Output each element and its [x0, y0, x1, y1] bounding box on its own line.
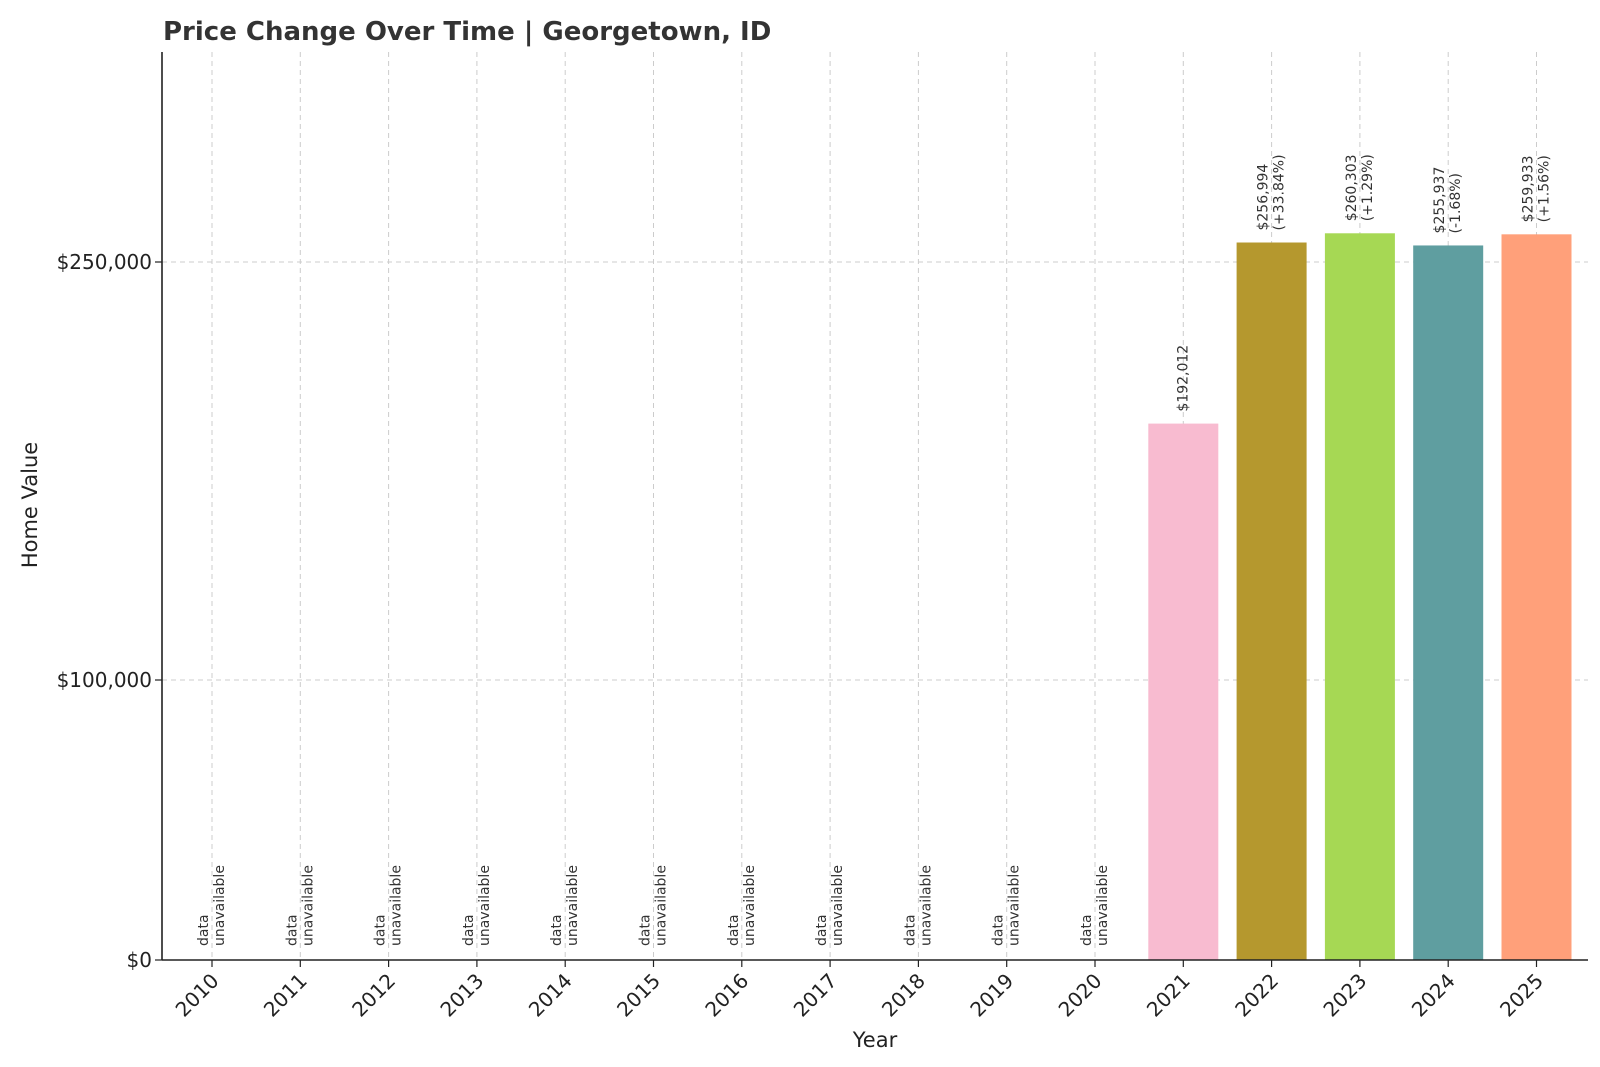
bar-value-label: unavailable [654, 865, 670, 946]
bar-value-label: data [638, 914, 654, 946]
bar-2024 [1413, 245, 1484, 960]
y-axis-title: Home Value [18, 442, 42, 568]
bar-value-label: unavailable [918, 865, 934, 946]
chart-title: Price Change Over Time | Georgetown, ID [163, 17, 771, 47]
bar-value-label: (+33.84%) [1272, 154, 1288, 230]
bar-2023 [1324, 233, 1395, 961]
bar-value-label: $255,937 [1432, 167, 1448, 234]
bar-value-label: data [902, 914, 918, 946]
bar-value-label: (-1.68%) [1448, 173, 1464, 233]
y-tick-label: $0 [127, 948, 152, 972]
y-tick-label: $250,000 [57, 250, 152, 274]
x-axis-title: Year [852, 1028, 898, 1052]
x-tick-label: 2011 [259, 969, 312, 1022]
bar-value-label: data [196, 914, 212, 946]
x-tick-label: 2023 [1318, 969, 1371, 1022]
bar-value-label: data [991, 914, 1007, 946]
bar-2021 [1148, 423, 1219, 960]
x-tick-label: 2019 [965, 969, 1018, 1022]
bar-value-label: data [284, 914, 300, 946]
axes-layer [161, 52, 1588, 961]
bar-2022 [1236, 242, 1307, 960]
x-tick-label: 2020 [1054, 969, 1107, 1022]
bars-layer [1148, 233, 1572, 961]
x-tick-label: 2017 [789, 969, 842, 1022]
bar-value-label: $259,933 [1521, 156, 1537, 223]
bar-value-label: unavailable [389, 865, 405, 946]
x-tick-label: 2025 [1495, 969, 1548, 1022]
bar-value-label: unavailable [1007, 865, 1023, 946]
y-tick-label: $100,000 [57, 668, 152, 692]
y-ticks: $0 $100,000 $250,000 [57, 250, 162, 972]
x-tick-label: 2016 [700, 969, 753, 1022]
bar-value-label: unavailable [300, 865, 316, 946]
x-tick-label: 2024 [1407, 969, 1460, 1022]
bar-value-label: $256,994 [1256, 164, 1272, 231]
bar-value-label: data [814, 914, 830, 946]
bar-value-label: data [726, 914, 742, 946]
bar-value-label: data [1079, 914, 1095, 946]
bar-value-label: unavailable [1095, 865, 1111, 946]
x-tick-label: 2012 [347, 969, 400, 1022]
x-tick-label: 2014 [524, 969, 577, 1022]
bar-value-label: (+1.56%) [1537, 155, 1553, 222]
bar-value-label: unavailable [212, 865, 228, 946]
bar-value-label: unavailable [742, 865, 758, 946]
bar-value-label: $260,303 [1344, 154, 1360, 221]
x-tick-label: 2010 [171, 969, 224, 1022]
bar-value-label: data [461, 914, 477, 946]
bar-labels-layer: data unavailable data unavailable data unavai… [196, 154, 1553, 946]
bar-value-label: data [549, 914, 565, 946]
x-tick-label: 2021 [1142, 969, 1195, 1022]
bar-value-label: (+1.29%) [1360, 154, 1376, 221]
bar-value-label: data [373, 914, 389, 946]
x-tick-label: 2022 [1230, 969, 1283, 1022]
x-tick-label: 2015 [612, 969, 665, 1022]
bar-value-label: $192,012 [1175, 345, 1191, 412]
bar-value-label: unavailable [830, 865, 846, 946]
x-ticks: 2010 2011 2012 2013 2014 2015 2016 2017 2018 2019… [171, 960, 1548, 1022]
bar-value-label: unavailable [477, 865, 493, 946]
x-tick-label: 2013 [435, 969, 488, 1022]
bar-value-label: unavailable [565, 865, 581, 946]
x-tick-label: 2018 [877, 969, 930, 1022]
bar-2025 [1501, 234, 1572, 960]
